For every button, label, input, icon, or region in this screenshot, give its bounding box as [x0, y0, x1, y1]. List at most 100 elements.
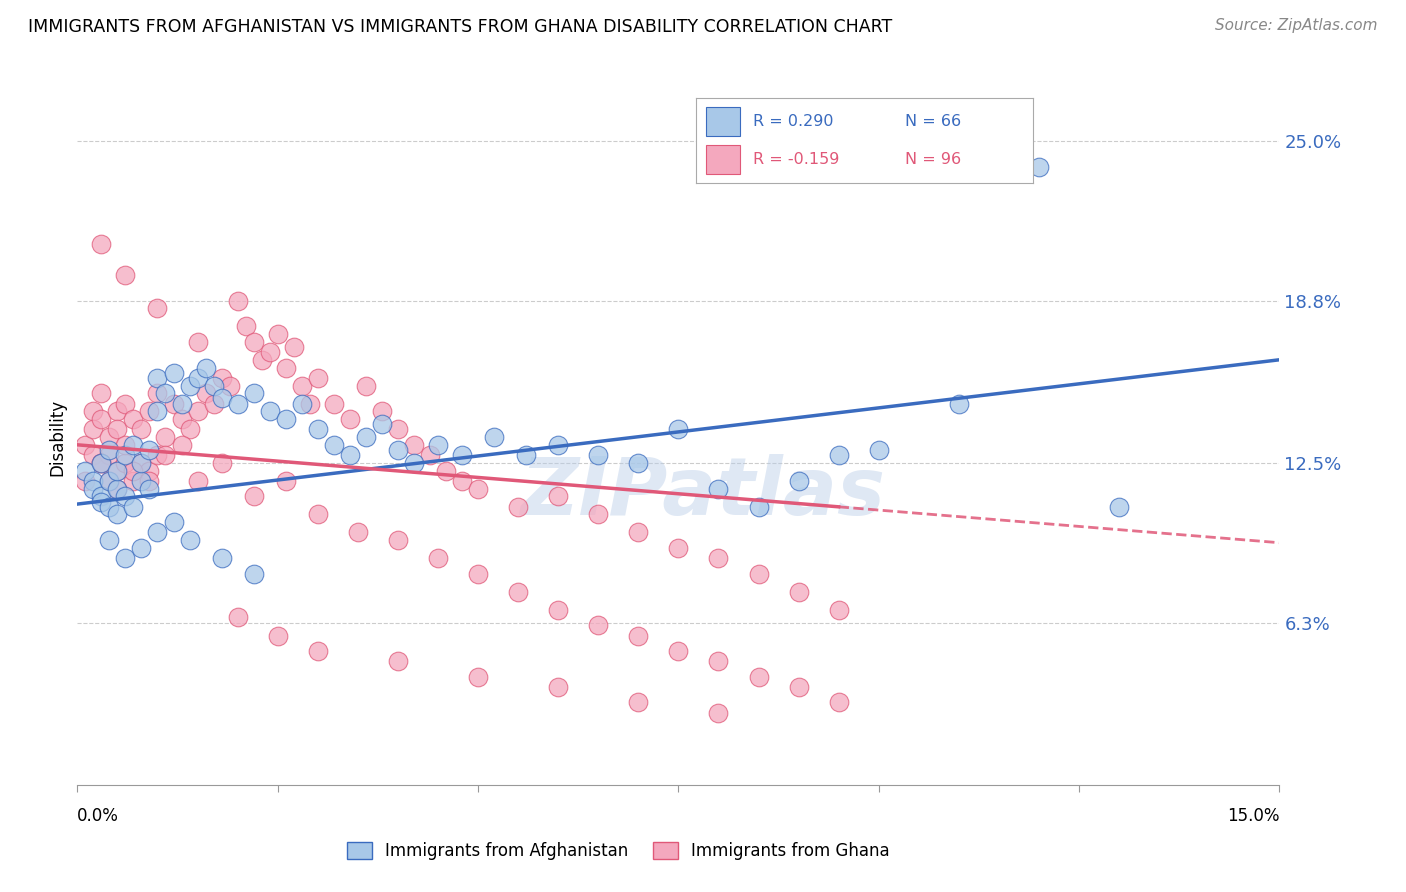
Point — [138, 474, 160, 488]
Bar — [706, 107, 740, 136]
Point — [242, 334, 264, 349]
Point — [371, 404, 394, 418]
Point — [547, 603, 569, 617]
Y-axis label: Disability: Disability — [48, 399, 66, 475]
Point — [98, 430, 121, 444]
Point — [828, 448, 851, 462]
Point — [339, 412, 361, 426]
Point — [122, 438, 145, 452]
Point — [451, 474, 474, 488]
Point — [107, 508, 129, 522]
Point — [98, 442, 121, 457]
Point — [274, 360, 297, 375]
Point — [146, 301, 169, 316]
Point — [1028, 160, 1050, 174]
Point — [90, 489, 112, 503]
Point — [194, 386, 217, 401]
Point — [235, 319, 257, 334]
Point — [387, 422, 409, 436]
Point — [948, 396, 970, 410]
Point — [170, 438, 193, 452]
Point — [482, 430, 505, 444]
Point — [242, 489, 264, 503]
Point — [242, 386, 264, 401]
Point — [82, 404, 104, 418]
Point — [162, 396, 184, 410]
Point — [138, 442, 160, 457]
Point — [75, 464, 97, 478]
Point — [259, 345, 281, 359]
Point — [107, 482, 129, 496]
Point — [707, 654, 730, 668]
Point — [668, 541, 690, 555]
Point — [114, 456, 136, 470]
Point — [467, 482, 489, 496]
Point — [114, 438, 136, 452]
Point — [122, 474, 145, 488]
Point — [508, 500, 530, 514]
Point — [155, 386, 177, 401]
Point — [508, 584, 530, 599]
Point — [75, 438, 97, 452]
Point — [322, 438, 344, 452]
Point — [170, 412, 193, 426]
Point — [162, 515, 184, 529]
Point — [787, 680, 810, 694]
Point — [1108, 500, 1130, 514]
Point — [122, 412, 145, 426]
Point — [114, 268, 136, 282]
Text: N = 96: N = 96 — [905, 152, 962, 167]
Point — [179, 422, 201, 436]
Point — [451, 448, 474, 462]
Point — [283, 340, 305, 354]
Point — [146, 371, 169, 385]
Point — [138, 404, 160, 418]
Point — [114, 448, 136, 462]
Point — [748, 566, 770, 581]
Point — [371, 417, 394, 432]
Point — [467, 566, 489, 581]
Point — [467, 670, 489, 684]
Point — [186, 371, 209, 385]
Point — [267, 326, 290, 341]
Point — [668, 422, 690, 436]
Point — [131, 474, 153, 488]
Point — [434, 464, 457, 478]
Point — [322, 396, 344, 410]
Legend: Immigrants from Afghanistan, Immigrants from Ghana: Immigrants from Afghanistan, Immigrants … — [340, 836, 897, 867]
Point — [787, 584, 810, 599]
Point — [427, 551, 450, 566]
Point — [186, 474, 209, 488]
Point — [387, 533, 409, 548]
Point — [170, 396, 193, 410]
Point — [226, 396, 249, 410]
Point — [868, 442, 890, 457]
Point — [90, 456, 112, 470]
Point — [202, 378, 225, 392]
Point — [90, 412, 112, 426]
Point — [98, 474, 121, 488]
Point — [218, 378, 240, 392]
Point — [131, 456, 153, 470]
Point — [186, 334, 209, 349]
Point — [668, 644, 690, 658]
Point — [588, 508, 610, 522]
Point — [90, 386, 112, 401]
Text: IMMIGRANTS FROM AFGHANISTAN VS IMMIGRANTS FROM GHANA DISABILITY CORRELATION CHAR: IMMIGRANTS FROM AFGHANISTAN VS IMMIGRANT… — [28, 18, 893, 36]
Point — [146, 448, 169, 462]
Point — [122, 500, 145, 514]
Point — [107, 422, 129, 436]
Point — [107, 464, 129, 478]
Point — [627, 525, 650, 540]
Point — [627, 628, 650, 642]
Point — [588, 448, 610, 462]
Point — [90, 494, 112, 508]
Point — [707, 482, 730, 496]
Point — [114, 396, 136, 410]
Point — [387, 654, 409, 668]
Point — [146, 525, 169, 540]
Point — [82, 474, 104, 488]
Point — [828, 696, 851, 710]
Point — [146, 386, 169, 401]
Point — [179, 533, 201, 548]
